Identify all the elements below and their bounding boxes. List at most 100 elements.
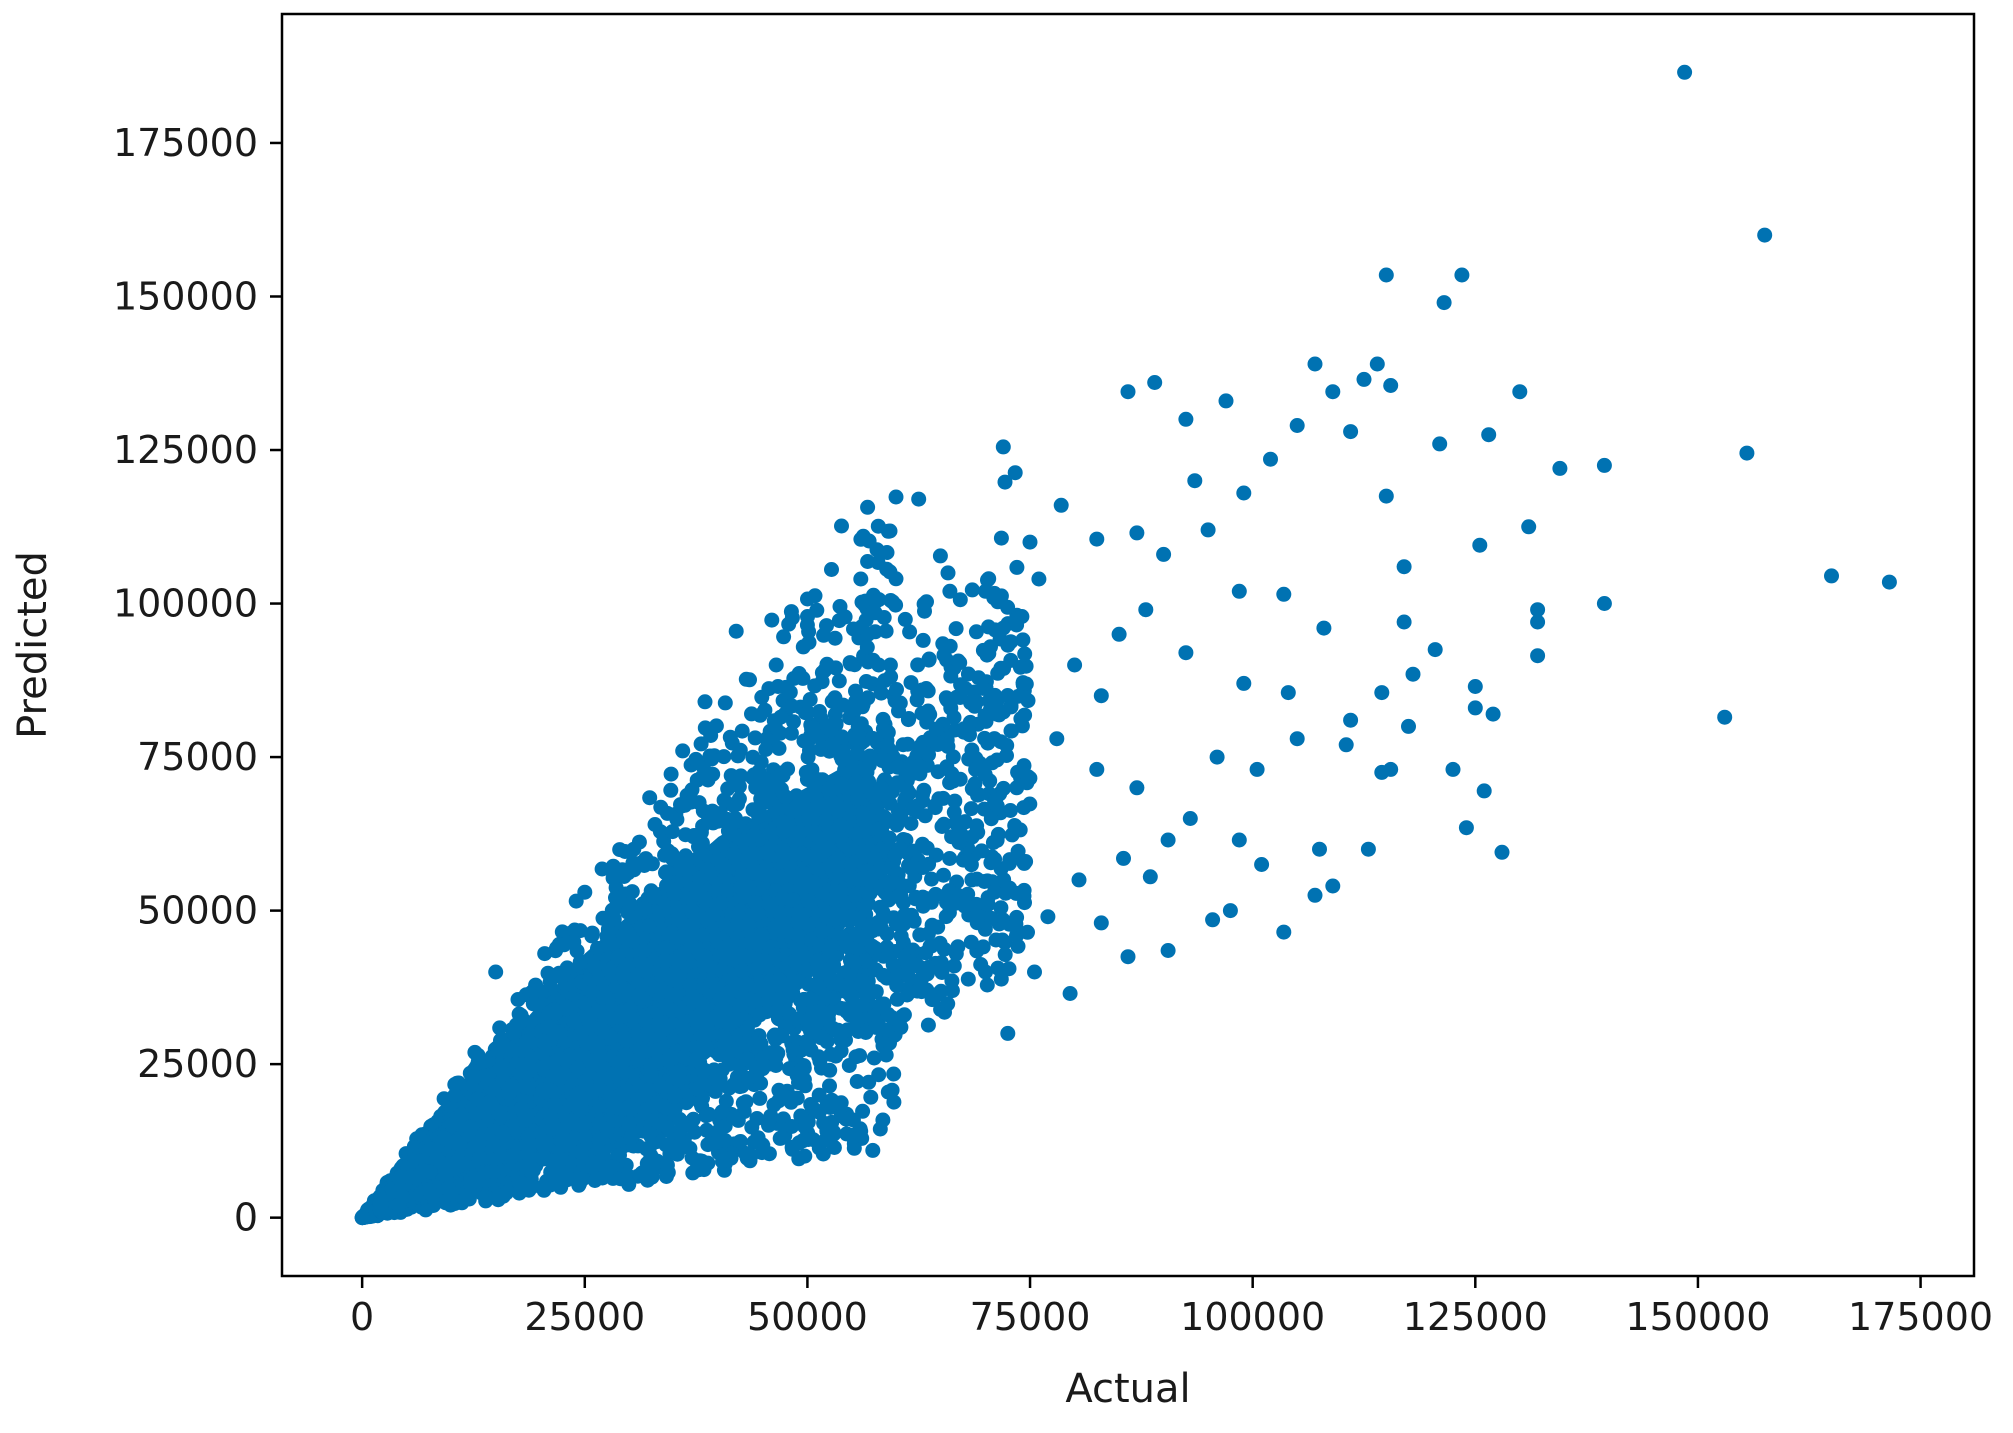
- data-point: [513, 1101, 529, 1117]
- data-point: [849, 1074, 865, 1089]
- data-point: [715, 1154, 730, 1169]
- data-point: [647, 817, 663, 832]
- data-point: [854, 594, 870, 610]
- data-point: [624, 884, 640, 900]
- data-point: [868, 594, 884, 610]
- data-point: [878, 623, 894, 639]
- data-point: [814, 674, 830, 690]
- data-point: [554, 969, 570, 985]
- data-point: [669, 1139, 685, 1155]
- data-point: [728, 777, 744, 793]
- data-point: [699, 1122, 715, 1138]
- data-point: [518, 1158, 534, 1174]
- data-point: [524, 1179, 540, 1195]
- data-point: [698, 1108, 714, 1124]
- data-point: [504, 1149, 519, 1165]
- data-point: [693, 736, 709, 752]
- data-point: [470, 1173, 486, 1189]
- data-point: [747, 730, 763, 746]
- data-point: [806, 1101, 822, 1117]
- data-point: [848, 683, 863, 699]
- data-point: [471, 1134, 487, 1150]
- data-point: [493, 1032, 508, 1048]
- data-point: [783, 725, 799, 741]
- data-point: [722, 729, 738, 745]
- data-point: [800, 591, 815, 607]
- data-point: [535, 1179, 551, 1195]
- data-point: [705, 766, 721, 782]
- data-point: [716, 749, 732, 765]
- data-point: [452, 1136, 468, 1152]
- data-point: [612, 842, 628, 858]
- data-point: [770, 679, 786, 694]
- data-point: [784, 1119, 800, 1134]
- data-point: [786, 714, 801, 730]
- data-point: [733, 1134, 748, 1149]
- data-point: [705, 1136, 721, 1152]
- data-point: [510, 992, 526, 1007]
- data-point: [644, 1169, 660, 1185]
- data-point: [800, 705, 816, 720]
- data-point: [764, 612, 780, 628]
- data-point: [878, 1047, 894, 1063]
- data-point: [402, 1169, 417, 1185]
- data-point: [758, 742, 774, 757]
- data-point: [800, 1114, 816, 1130]
- data-point: [827, 630, 843, 646]
- data-point: [860, 499, 876, 515]
- data-point: [838, 1111, 854, 1127]
- data-point: [884, 1082, 900, 1098]
- data-point: [590, 940, 605, 956]
- data-point: [708, 718, 724, 734]
- data-point: [594, 861, 610, 877]
- data-point: [832, 599, 848, 614]
- data-point: [482, 1094, 498, 1110]
- data-point: [468, 1106, 484, 1122]
- data-point: [697, 720, 713, 736]
- data-point: [795, 1133, 811, 1149]
- data-point: [626, 862, 642, 878]
- data-point: [888, 597, 904, 613]
- data-point: [815, 1146, 831, 1162]
- data-point: [846, 1140, 862, 1156]
- data-point: [817, 662, 833, 678]
- data-point: [674, 798, 690, 814]
- data-point: [818, 1132, 833, 1148]
- data-point: [492, 1020, 508, 1036]
- data-point: [663, 766, 679, 782]
- data-point: [824, 693, 840, 709]
- data-point: [772, 725, 788, 741]
- data-point: [572, 954, 588, 970]
- data-point: [517, 1079, 533, 1095]
- data-point: [472, 1150, 488, 1166]
- data-point: [645, 1151, 661, 1167]
- data-point: [824, 562, 839, 577]
- data-point: [499, 1185, 514, 1201]
- data-point: [888, 571, 904, 587]
- data-point: [685, 1165, 701, 1181]
- data-point: [834, 518, 849, 534]
- data-point: [751, 764, 767, 779]
- data-point: [717, 695, 733, 711]
- data-point: [848, 1049, 864, 1065]
- data-point: [912, 927, 928, 943]
- data-point: [716, 792, 732, 808]
- data-point: [886, 1094, 902, 1110]
- data-point: [355, 1209, 370, 1225]
- data-point: [688, 751, 704, 767]
- data-point: [692, 1094, 708, 1110]
- data-point: [800, 749, 816, 765]
- data-point: [621, 1115, 637, 1131]
- data-point: [440, 1180, 456, 1196]
- data-point: [784, 1141, 800, 1157]
- data-point: [871, 1067, 887, 1083]
- data-point: [470, 1091, 486, 1107]
- data-point: [606, 902, 622, 918]
- data-point: [642, 790, 658, 806]
- data-point: [776, 629, 792, 645]
- data-point: [791, 666, 807, 681]
- data-point: [744, 1119, 760, 1135]
- data-point: [617, 1171, 633, 1187]
- data-point: [508, 1017, 524, 1033]
- data-point: [684, 1150, 700, 1166]
